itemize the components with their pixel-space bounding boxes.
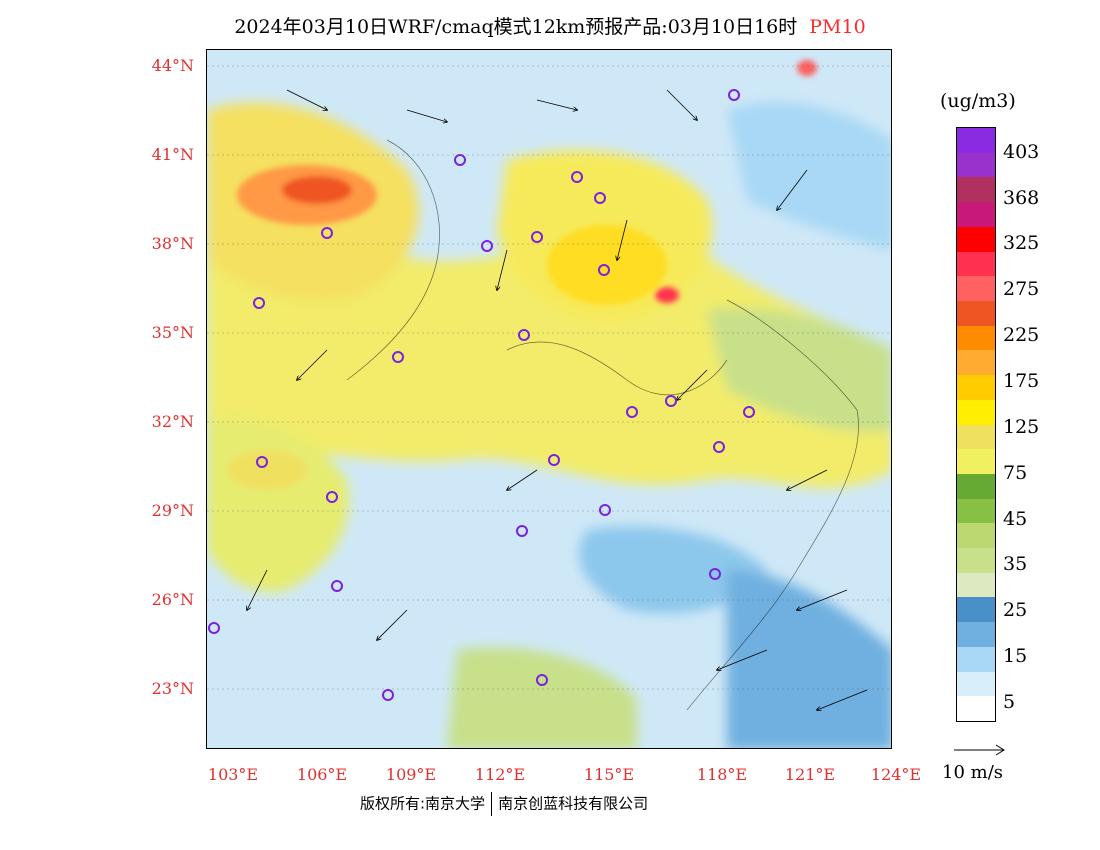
wind-reference-arrow — [954, 744, 1005, 756]
lat-label-41: 41°N — [151, 145, 194, 164]
lon-label-112: 112°E — [474, 765, 526, 784]
colorbar-segment — [957, 226, 995, 253]
colorbar-label-75: 75 — [1003, 462, 1028, 484]
lat-label-32: 32°N — [151, 412, 194, 431]
lon-label-103: 103°E — [207, 765, 259, 784]
title-variable: PM10 — [809, 16, 866, 38]
colorbar-segment — [957, 646, 995, 673]
colorbar-segment — [957, 572, 995, 598]
colorbar-label-368: 368 — [1003, 187, 1040, 209]
colorbar-segment — [957, 276, 995, 302]
colorbar-segment — [957, 523, 995, 549]
footer-separator — [491, 792, 493, 816]
colorbar-label-25: 25 — [1003, 599, 1028, 621]
copyright-owner: 版权所有:南京大学 — [360, 794, 486, 813]
lon-label-121: 121°E — [784, 765, 836, 784]
colorbar-label-225: 225 — [1003, 324, 1040, 346]
lon-label-106: 106°E — [296, 765, 348, 784]
colorbar-label-175: 175 — [1003, 370, 1040, 392]
colorbar-segment — [957, 375, 995, 401]
colorbar — [956, 127, 996, 722]
colorbar-segment — [957, 548, 995, 574]
lon-label-109: 109°E — [385, 765, 437, 784]
lat-label-38: 38°N — [151, 234, 194, 253]
lat-label-29: 29°N — [151, 501, 194, 520]
colorbar-segment — [957, 399, 995, 425]
colorbar-segment — [957, 498, 995, 524]
colorbar-label-125: 125 — [1003, 416, 1040, 438]
colorbar-segment — [957, 671, 995, 697]
lat-label-23: 23°N — [151, 679, 194, 698]
colorbar-label-15: 15 — [1003, 645, 1028, 667]
pm10-field — [207, 50, 891, 748]
colorbar-segment — [957, 251, 995, 277]
colorbar-label-45: 45 — [1003, 508, 1028, 530]
lat-label-35: 35°N — [151, 323, 194, 342]
colorbar-segment — [957, 202, 995, 228]
colorbar-label-275: 275 — [1003, 278, 1040, 300]
lat-label-26: 26°N — [151, 590, 194, 609]
colorbar-segment — [957, 597, 995, 623]
colorbar-segment — [957, 152, 995, 178]
lat-label-44: 44°N — [151, 56, 194, 75]
lon-label-124: 124°E — [870, 765, 922, 784]
copyright-company: 南京创蓝科技有限公司 — [498, 794, 649, 813]
colorbar-label-325: 325 — [1003, 232, 1040, 254]
colorbar-segment — [957, 622, 995, 648]
colorbar-label-403: 403 — [1003, 141, 1040, 163]
colorbar-segment — [957, 128, 995, 154]
city-markers — [208, 89, 755, 701]
colorbar-unit: (ug/m3) — [940, 90, 1016, 112]
wind-reference-label: 10 m/s — [942, 762, 1003, 783]
colorbar-segment — [957, 424, 995, 450]
colorbar-label-35: 35 — [1003, 553, 1028, 575]
copyright-footer: 版权所有:南京大学 南京创蓝科技有限公司 — [360, 792, 648, 816]
colorbar-segment — [957, 300, 995, 327]
title-main: 2024年03月10日WRF/cmaq模式12km预报产品:03月10日16时 — [234, 16, 798, 38]
colorbar-segment — [957, 473, 995, 500]
map-title: 2024年03月10日WRF/cmaq模式12km预报产品:03月10日16时 P… — [0, 12, 1100, 39]
colorbar-segment — [957, 696, 995, 722]
lon-label-118: 118°E — [696, 765, 748, 784]
colorbar-segment — [957, 350, 995, 376]
pm10-map — [206, 49, 892, 749]
lon-label-115: 115°E — [583, 765, 635, 784]
colorbar-label-5: 5 — [1003, 691, 1016, 713]
colorbar-segment — [957, 325, 995, 351]
colorbar-segment — [957, 449, 995, 475]
colorbar-segment — [957, 177, 995, 203]
